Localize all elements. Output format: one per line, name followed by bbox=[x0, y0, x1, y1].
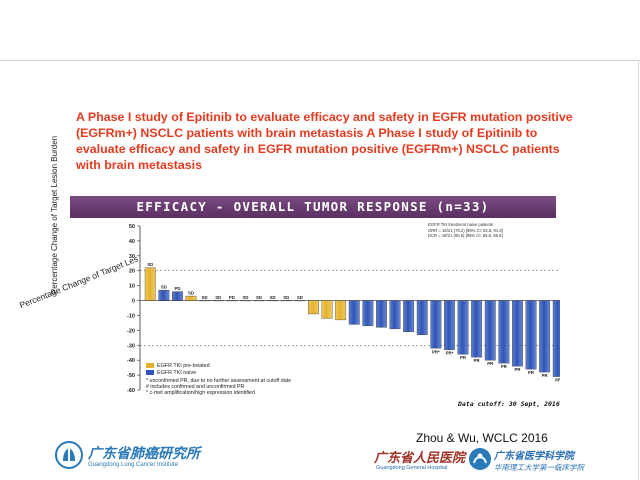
bar-label: SD bbox=[297, 295, 303, 300]
waterfall-bar bbox=[376, 300, 387, 328]
bar-label: PR* bbox=[446, 351, 454, 356]
chart-title: EFFICACY - OVERALL TUMOR RESPONSE (n=33) bbox=[136, 199, 490, 214]
academy-name: 广东省医学科学院 bbox=[494, 451, 574, 462]
waterfall-bar bbox=[484, 300, 496, 361]
y-tick-label: -40 bbox=[127, 358, 135, 364]
legend-label: EGFR TKI pre-treated bbox=[157, 363, 210, 369]
footnote: * c-met amplification/high expression id… bbox=[146, 390, 255, 397]
waterfall-bar bbox=[539, 300, 551, 373]
bar-label: SD bbox=[283, 295, 289, 300]
bar-label: SD bbox=[161, 285, 167, 290]
slide-right-border bbox=[638, 60, 639, 480]
waterfall-bar bbox=[144, 267, 156, 301]
bar-label: SD bbox=[270, 295, 276, 300]
waterfall-bar bbox=[430, 300, 442, 349]
bar-label: PR bbox=[501, 364, 508, 369]
waterfall-bar bbox=[185, 295, 197, 301]
waterfall-bar bbox=[471, 300, 483, 358]
stat-line: ORR = 16/21 (76.2) [95% CI: 52.8, 91.8] bbox=[428, 227, 503, 233]
waterfall-bar bbox=[321, 300, 333, 319]
y-tick-label: 20 bbox=[129, 269, 135, 275]
citation: Zhou & Wu, WCLC 2016 bbox=[416, 431, 548, 445]
bar-label: PD bbox=[174, 286, 180, 291]
waterfall-bar bbox=[335, 300, 347, 321]
waterfall-bar bbox=[512, 300, 523, 367]
y-axis-title: Percentage Change of Target Lesion Burde… bbox=[50, 135, 59, 295]
response-stats: EGFR TKI treatment naive patients ORR = … bbox=[428, 222, 558, 239]
bar-label: SD bbox=[242, 295, 248, 300]
legend-item-naive: EGFR TKI naive bbox=[146, 370, 210, 377]
waterfall-bar bbox=[389, 300, 401, 330]
waterfall-plot: -60 -50 -40 -30 -20 -10 0 10 20 30 40 50 SD SD PD SD SD S… bbox=[127, 224, 560, 394]
waterfall-bar bbox=[172, 291, 183, 301]
top-blank-area bbox=[0, 0, 640, 60]
institute-subtitle: Guangdong Lung Cancer Institute bbox=[88, 462, 179, 468]
lung-cancer-institute-logo: 广东省肺癌研究所 Guangdong Lung Cancer Institute bbox=[54, 440, 254, 472]
waterfall-bar bbox=[498, 300, 510, 364]
bar-label: SD bbox=[256, 295, 262, 300]
chart-footnotes: * unconfirmed PR, due to no further asse… bbox=[146, 378, 291, 397]
bar-label: PR bbox=[474, 358, 481, 363]
slide-top-border bbox=[0, 60, 640, 61]
waterfall-bar bbox=[457, 300, 469, 355]
waterfall-bar bbox=[158, 289, 170, 301]
stat-line: DCR = 18/21 (90.5) [95% CI: 69.6, 98.8] bbox=[428, 233, 503, 239]
waterfall-bar bbox=[444, 300, 455, 350]
y-tick-label: -30 bbox=[127, 343, 135, 349]
footnote: # includes confirmed and unconfirmed PR bbox=[146, 384, 245, 391]
stat-line: EGFR TKI treatment naive patients bbox=[428, 222, 494, 227]
bar-label: PR bbox=[460, 355, 467, 360]
chart-banner: EFFICACY - OVERALL TUMOR RESPONSE (n=33) bbox=[70, 196, 556, 218]
hospital-subtitle: Guangdong General Hospital bbox=[376, 465, 448, 471]
hospital-name: 广东省人民医院 bbox=[374, 451, 466, 466]
y-tick-label: 0 bbox=[132, 299, 135, 305]
general-hospital-logo: 广东省人民医院 Guangdong General Hospital 广东省医学… bbox=[374, 446, 604, 474]
bar-label: PR bbox=[528, 370, 535, 375]
waterfall-bar bbox=[525, 300, 537, 370]
y-tick-label: -10 bbox=[127, 313, 135, 319]
academy-subtitle: 华南理工大学第一临床学院 bbox=[494, 463, 584, 472]
footnote: * unconfirmed PR, due to no further asse… bbox=[146, 378, 292, 384]
waterfall-bar bbox=[348, 300, 360, 325]
y-tick-label: 50 bbox=[129, 224, 135, 230]
chart-legend: EGFR TKI pre-treated EGFR TKI naive bbox=[146, 363, 210, 376]
y-tick-label: -60 bbox=[127, 388, 135, 394]
y-tick-label: -50 bbox=[127, 373, 135, 379]
waterfall-bar bbox=[308, 300, 319, 315]
legend-swatch-pretreated bbox=[146, 363, 154, 369]
bar-label: SD bbox=[202, 295, 208, 300]
bar-label: PR bbox=[487, 361, 494, 366]
y-tick-label: -20 bbox=[127, 328, 135, 334]
waterfall-bar bbox=[416, 300, 428, 335]
bar-label: PR* bbox=[432, 349, 440, 354]
legend-swatch-naive bbox=[146, 369, 154, 375]
hospital-emblem-icon bbox=[469, 448, 491, 470]
bar-label: PD bbox=[229, 295, 235, 300]
y-tick-label: 10 bbox=[129, 284, 135, 290]
institute-name: 广东省肺癌研究所 bbox=[88, 446, 200, 462]
waterfall-bar bbox=[403, 300, 415, 333]
legend-label: EGFR TKI naive bbox=[157, 369, 197, 376]
bar-label: PR bbox=[542, 373, 549, 378]
data-cutoff-note: Data cutoff: 30 Sept, 2016 bbox=[458, 400, 560, 408]
institute-emblem-icon bbox=[55, 441, 83, 469]
y-tick-label: 40 bbox=[129, 239, 135, 245]
waterfall-bar bbox=[362, 300, 374, 327]
slide: A Phase I study of Epitinib to evaluate … bbox=[0, 60, 640, 480]
bar-label: SD bbox=[215, 295, 221, 300]
waterfall-bar bbox=[552, 300, 560, 377]
bar-label: SD bbox=[188, 291, 194, 296]
y-tick-label: 30 bbox=[129, 254, 135, 260]
slide-title: A Phase I study of Epitinib to evaluate … bbox=[76, 110, 573, 172]
bar-label: PR bbox=[555, 378, 560, 383]
bar-label: PR bbox=[514, 367, 521, 372]
bar-label: SD bbox=[147, 262, 153, 267]
legend-item-pretreated: EGFR TKI pre-treated bbox=[146, 363, 210, 370]
